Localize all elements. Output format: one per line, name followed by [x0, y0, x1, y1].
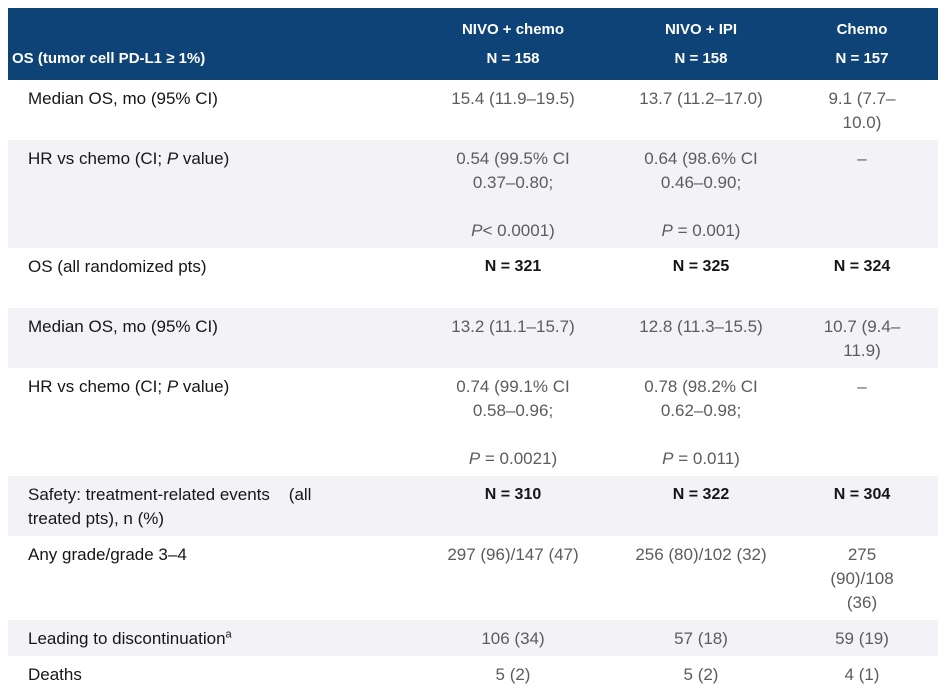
footnote-marker: a — [225, 628, 232, 641]
table-row-any-grade: Any grade/grade 3–4 297 (96)/147 (47) 25… — [8, 536, 938, 620]
value-cell: 0.78 (98.2% CI 0.62–0.98; P = 0.011) — [616, 368, 786, 476]
label-line: Safety: treatment-related events (all — [28, 485, 312, 504]
p-value-text: = 0.011) — [673, 449, 740, 468]
value-cell: 297 (96)/147 (47) — [410, 536, 616, 620]
label-text: HR vs chemo (CI; — [28, 149, 167, 168]
italic-p: P — [468, 449, 481, 468]
value-cell: 106 (34) — [410, 620, 616, 656]
population-n-row: OS (tumor cell PD-L1 ≥ 1%) N = 158 N = 1… — [8, 43, 938, 80]
dash-placeholder: – — [857, 149, 867, 168]
n-value-cell: N = 322 — [616, 476, 786, 536]
value-cell: 4 (1) — [786, 656, 938, 691]
blank-line — [634, 423, 768, 447]
hr-ci-text: 0.54 (99.5% CI 0.37–0.80; — [456, 149, 570, 192]
hr-ci-text: 0.74 (99.1% CI 0.58–0.96; — [456, 377, 570, 420]
dash-placeholder: – — [857, 377, 867, 396]
column-header-chemo: Chemo — [786, 8, 938, 43]
blank-line — [634, 195, 768, 219]
n-value-cell: N = 321 — [410, 248, 616, 308]
n-value: N = 157 — [786, 43, 938, 80]
hr-ci-text: 0.78 (98.2% CI 0.62–0.98; — [644, 377, 758, 420]
label-text: HR vs chemo (CI; — [28, 377, 167, 396]
table-row-discontinuation: Leading to discontinuationa 106 (34) 57 … — [8, 620, 938, 656]
table-row-hr-all: HR vs chemo (CI; P value) 0.74 (99.1% CI… — [8, 368, 938, 476]
row-label: Deaths — [8, 656, 410, 691]
label-line: treated pts), n (%) — [28, 509, 165, 528]
italic-p: P — [661, 221, 673, 240]
value-cell: 256 (80)/102 (32) — [616, 536, 786, 620]
label-text: value) — [178, 377, 230, 396]
value-cell: 12.8 (11.3–15.5) — [616, 308, 786, 368]
value-cell: 59 (19) — [786, 620, 938, 656]
row-label: Median OS, mo (95% CI) — [8, 80, 410, 140]
label-text: value) — [178, 149, 230, 168]
row-label: Safety: treatment-related events (all tr… — [8, 476, 410, 536]
value-cell: 15.4 (11.9–19.5) — [410, 80, 616, 140]
p-value-text: < 0.0001) — [482, 221, 555, 240]
p-value-text: = 0.001) — [672, 221, 741, 240]
label-text: Leading to discontinuation — [28, 629, 226, 648]
value-cell: 9.1 (7.7–10.0) — [786, 80, 938, 140]
value-cell: 0.54 (99.5% CI 0.37–0.80; P< 0.0001) — [410, 140, 616, 248]
table-row-deaths: Deaths 5 (2) 5 (2) 4 (1) — [8, 656, 938, 691]
value-cell: 10.7 (9.4–11.9) — [786, 308, 938, 368]
n-value: N = 158 — [616, 43, 786, 80]
italic-p: P — [662, 449, 674, 468]
row-label: HR vs chemo (CI; P value) — [8, 368, 410, 476]
population-label: OS (tumor cell PD-L1 ≥ 1%) — [8, 43, 410, 80]
table-row-os-all-randomized: OS (all randomized pts) N = 321 N = 325 … — [8, 248, 938, 308]
value-cell: 0.64 (98.6% CI 0.46–0.90; P = 0.001) — [616, 140, 786, 248]
column-header-nivo-chemo: NIVO + chemo — [410, 8, 616, 43]
table-row-median-os-all: Median OS, mo (95% CI) 13.2 (11.1–15.7) … — [8, 308, 938, 368]
p-value-line: P = 0.0021) — [438, 447, 588, 471]
n-value: N = 158 — [410, 43, 616, 80]
column-header-nivo-ipi: NIVO + IPI — [616, 8, 786, 43]
value-cell: 13.7 (11.2–17.0) — [616, 80, 786, 140]
blank-line — [438, 423, 588, 447]
row-label: HR vs chemo (CI; P value) — [8, 140, 410, 248]
italic-p: P — [471, 221, 483, 240]
p-value-line: P = 0.011) — [634, 447, 768, 471]
efficacy-safety-table: NIVO + chemo NIVO + IPI Chemo OS (tumor … — [8, 8, 938, 691]
blank-line — [438, 195, 588, 219]
hr-ci-text: 0.64 (98.6% CI 0.46–0.90; — [644, 149, 758, 192]
value-cell: 275 (90)/108 (36) — [786, 536, 938, 620]
value-cell: 57 (18) — [616, 620, 786, 656]
row-label: OS (all randomized pts) — [8, 248, 410, 308]
row-label: Leading to discontinuationa — [8, 620, 410, 656]
table-row-safety: Safety: treatment-related events (all tr… — [8, 476, 938, 536]
n-value-cell: N = 324 — [786, 248, 938, 308]
label-italic-p: P — [166, 149, 179, 168]
treatment-arms-row: NIVO + chemo NIVO + IPI Chemo — [8, 8, 938, 43]
row-label: Any grade/grade 3–4 — [8, 536, 410, 620]
n-value-cell: N = 304 — [786, 476, 938, 536]
value-cell: 13.2 (11.1–15.7) — [410, 308, 616, 368]
table-body: Median OS, mo (95% CI) 15.4 (11.9–19.5) … — [8, 80, 938, 691]
value-cell: – — [786, 368, 938, 476]
table-header: NIVO + chemo NIVO + IPI Chemo OS (tumor … — [8, 8, 938, 80]
value-cell: 0.74 (99.1% CI 0.58–0.96; P = 0.0021) — [410, 368, 616, 476]
value-cell: 5 (2) — [410, 656, 616, 691]
n-value-cell: N = 310 — [410, 476, 616, 536]
p-value-line: P< 0.0001) — [438, 219, 588, 243]
value-cell: – — [786, 140, 938, 248]
value-cell: 5 (2) — [616, 656, 786, 691]
row-label: Median OS, mo (95% CI) — [8, 308, 410, 368]
p-value-line: P = 0.001) — [634, 219, 768, 243]
table-row-hr-pdl1: HR vs chemo (CI; P value) 0.54 (99.5% CI… — [8, 140, 938, 248]
n-value-cell: N = 325 — [616, 248, 786, 308]
p-value-text: = 0.0021) — [480, 449, 558, 468]
table-row-median-os-pdl1: Median OS, mo (95% CI) 15.4 (11.9–19.5) … — [8, 80, 938, 140]
corner-cell — [8, 8, 410, 43]
label-italic-p: P — [166, 377, 179, 396]
